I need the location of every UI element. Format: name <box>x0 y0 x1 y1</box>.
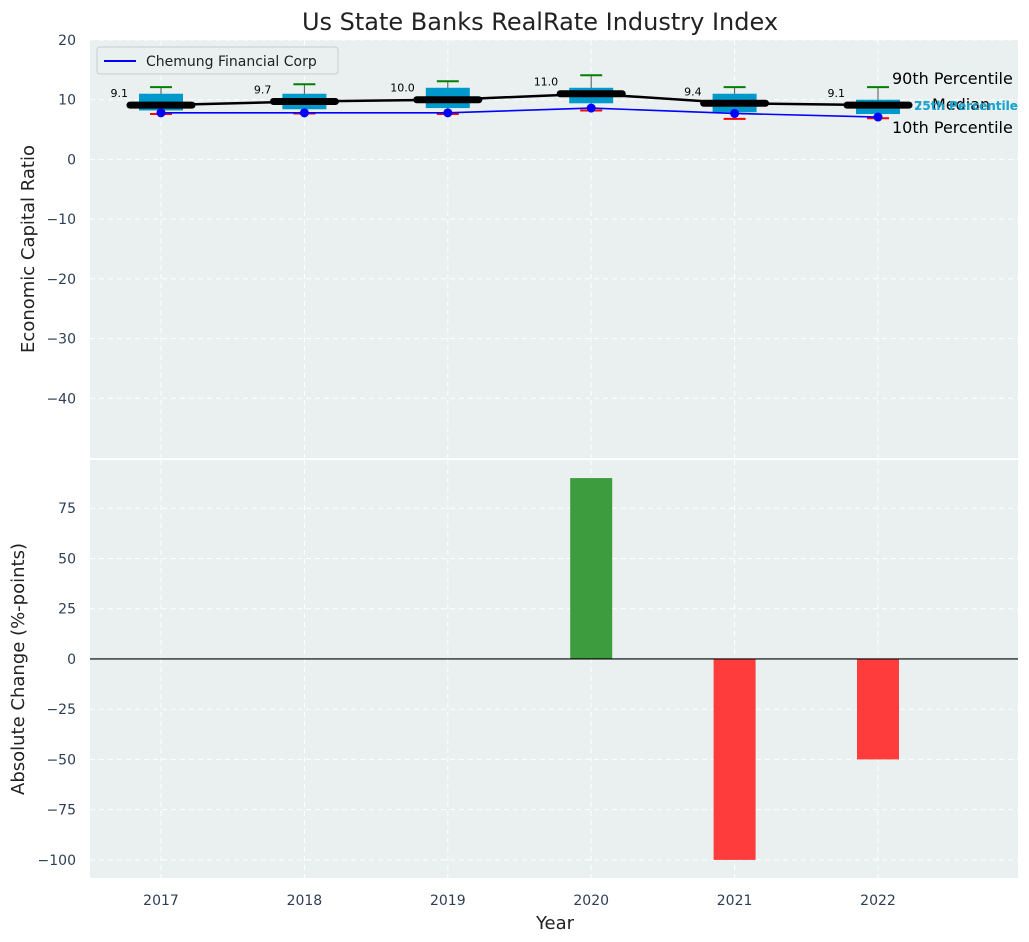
x-tick-label: 2022 <box>860 893 896 909</box>
company-point <box>299 108 309 118</box>
bottom-panel: 75 50 25 0 −25 −50 −75 −100 2017 2018 2019 2020 202… <box>8 460 1018 934</box>
company-point <box>586 103 596 113</box>
x-tick-label: 2020 <box>573 893 609 909</box>
top-y-tick-label: −30 <box>46 332 76 348</box>
annotation-median: Median <box>932 95 990 114</box>
top-y-tick-label: −20 <box>46 272 76 288</box>
bottom-y-tick-label: 50 <box>58 551 76 567</box>
top-y-tick-label: −10 <box>46 212 76 228</box>
top-gridlines <box>90 39 1018 458</box>
x-axis-label: Year <box>535 913 575 934</box>
median-value-label: 9.7 <box>254 84 272 97</box>
median-value-label: 10.0 <box>390 82 415 95</box>
median-line <box>160 92 879 107</box>
top-y-tick-label: −40 <box>46 391 76 407</box>
legend-label-company: Chemung Financial Corp <box>146 54 317 70</box>
x-tick-labels: 2017 2018 2019 2020 2021 2022 <box>143 893 896 909</box>
bar-positive <box>570 478 613 659</box>
x-tick-label: 2018 <box>287 893 323 909</box>
x-tick-label: 2017 <box>143 893 179 909</box>
legend: Chemung Financial Corp <box>96 46 339 75</box>
bottom-y-tick-label: −25 <box>46 702 76 718</box>
bar-negative <box>857 658 899 760</box>
median-value-label: 9.4 <box>684 85 702 98</box>
bar-negative <box>713 658 756 860</box>
company-point <box>730 108 740 118</box>
x-tick-label: 2021 <box>717 893 753 909</box>
annotation-p75: 75th Percentile <box>914 99 1018 113</box>
bottom-y-tick-label: 75 <box>58 501 76 517</box>
annotation-p10: 10th Percentile <box>892 118 1013 137</box>
company-point <box>873 112 883 122</box>
company-point <box>443 108 453 118</box>
company-point <box>156 108 166 118</box>
bottom-y-tick-label: 25 <box>58 602 76 618</box>
top-y-tick-label: 10 <box>58 93 76 109</box>
company-line <box>161 107 879 118</box>
top-panel: 20 10 0 −10 −20 −30 −40 9.1 9.7 10.0 11.0 9.4 9.1 E… <box>18 33 1018 458</box>
bottom-y-tick-label: −100 <box>38 853 76 869</box>
bottom-y-tick-label: 0 <box>67 652 76 668</box>
top-y-tick-label: 20 <box>58 33 76 49</box>
median-value-label: 9.1 <box>111 87 129 100</box>
bottom-y-axis-label: Absolute Change (%-points) <box>8 543 29 795</box>
bottom-chart-marks <box>90 478 1018 860</box>
bottom-y-tick-label: −50 <box>46 752 76 768</box>
top-chart-marks: 9.1 9.7 10.0 11.0 9.4 9.1 <box>111 74 913 122</box>
annotation-p25: 25th Percentile <box>914 99 1018 113</box>
bottom-y-tick-labels: 75 50 25 0 −25 −50 −75 −100 <box>38 501 76 869</box>
top-y-tick-label: 0 <box>67 152 76 168</box>
legend-box <box>96 46 339 75</box>
bottom-y-tick-label: −75 <box>46 803 76 819</box>
chart-title: Us State Banks RealRate Industry Index <box>302 8 778 36</box>
annotation-p90: 90th Percentile <box>892 69 1013 88</box>
median-value-label: 11.0 <box>534 76 559 89</box>
top-y-tick-labels: 20 10 0 −10 −20 −30 −40 <box>46 33 76 407</box>
median-value-label: 9.1 <box>828 87 846 100</box>
top-y-axis-label: Economic Capital Ratio <box>18 145 39 353</box>
x-tick-label: 2019 <box>430 893 466 909</box>
